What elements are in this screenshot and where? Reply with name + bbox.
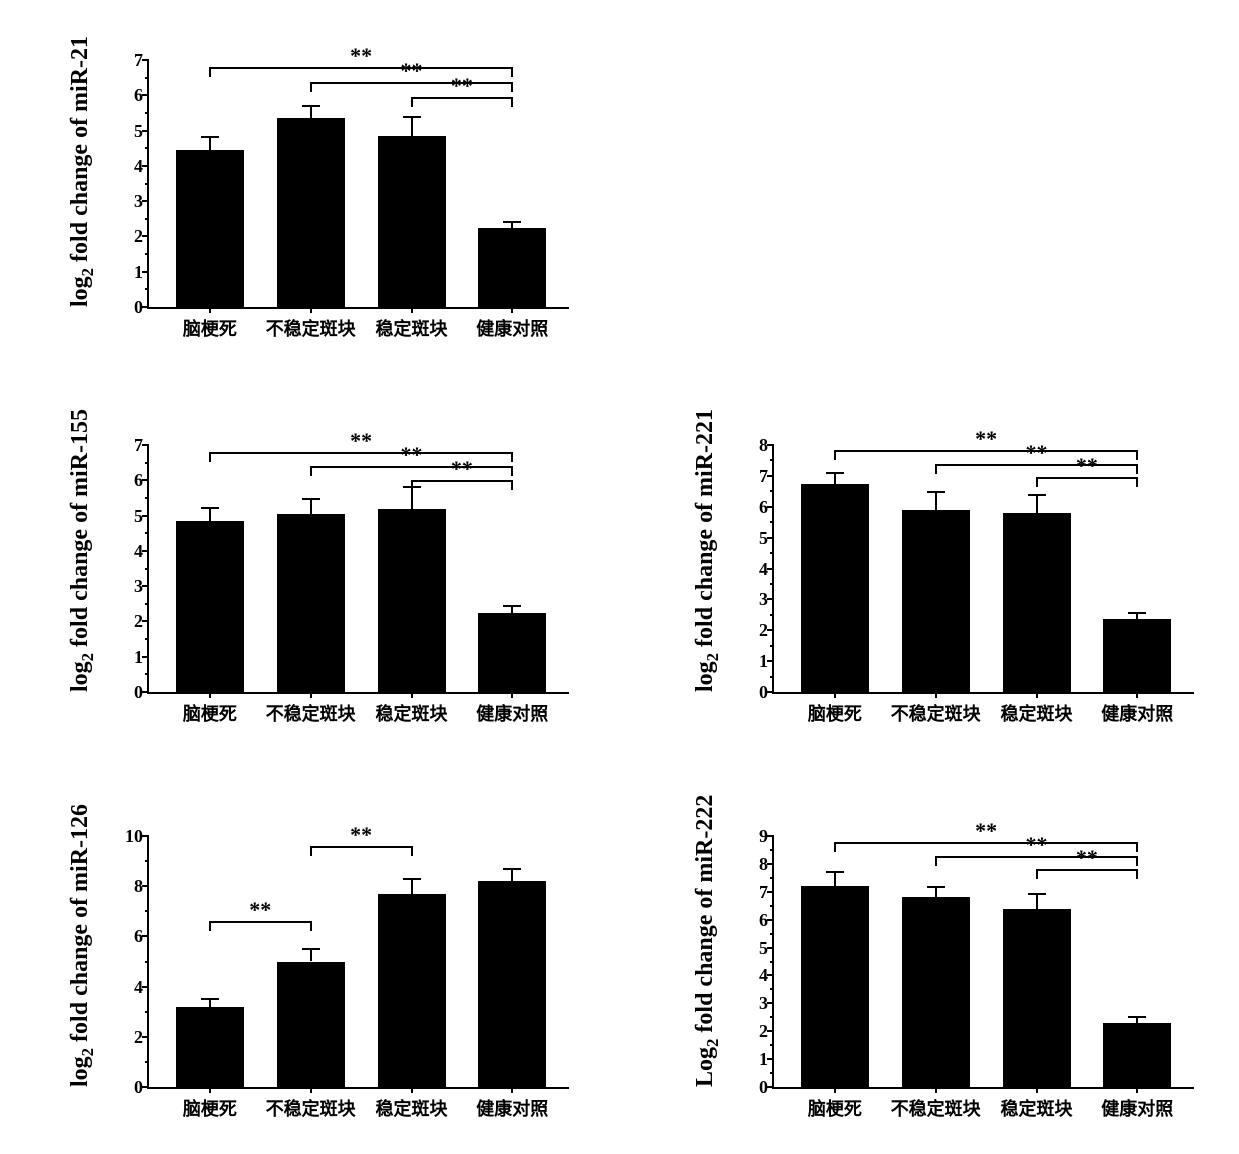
x-tick-label: 脑梗死 [808,700,862,726]
significance-label: ** [451,458,473,480]
x-tick-label: 脑梗死 [183,1095,237,1121]
y-tick-label: 7 [759,883,774,901]
y-tick-label: 1 [759,1050,774,1068]
x-tick-label: 不稳定斑块 [266,1095,356,1121]
y-tick-label: 6 [759,911,774,929]
y-tick-label: 0 [759,683,774,701]
y-tick-label: 5 [134,122,149,140]
x-tick-label: 健康对照 [1101,1095,1173,1121]
y-tick-label: 5 [759,939,774,957]
chart-panel-miR-126: log2 fold change of miR-126 0246810脑梗死不稳… [47,776,567,1121]
y-tick-label: 0 [134,683,149,701]
y-tick-label: 5 [759,529,774,547]
y-tick-label: 2 [134,1028,149,1046]
x-tick-label: 不稳定斑块 [266,700,356,726]
y-axis-label: log2 fold change of miR-221 [692,445,723,692]
x-tick-label: 健康对照 [476,1095,548,1121]
x-tick-label: 健康对照 [476,700,548,726]
y-tick-label: 7 [759,467,774,485]
y-axis-label: log2 fold change of miR-21 [67,60,98,307]
y-tick-label: 2 [134,612,149,630]
y-axis-label: log2 fold change of miR-155 [67,445,98,692]
significance-bracket: ** [774,836,1194,1087]
plot-area: 01234567脑梗死不稳定斑块稳定斑块健康对照****** [147,60,569,309]
significance-bracket: ** [774,445,1194,692]
chart-panel-miR-21: log2 fold change of miR-21 01234567脑梗死不稳… [47,6,567,341]
x-tick-label: 不稳定斑块 [891,700,981,726]
y-tick-label: 8 [759,436,774,454]
y-tick-label: 5 [134,507,149,525]
x-tick-label: 稳定斑块 [1001,700,1073,726]
plot-area: 01234567脑梗死不稳定斑块稳定斑块健康对照****** [147,445,569,694]
y-tick-label: 7 [134,436,149,454]
y-tick-label: 0 [134,1078,149,1096]
significance-label: ** [1076,455,1098,477]
x-tick-label: 健康对照 [1101,700,1173,726]
y-tick-label: 2 [759,621,774,639]
x-tick-label: 稳定斑块 [1001,1095,1073,1121]
y-tick-label: 10 [125,827,149,845]
y-tick-label: 4 [759,560,774,578]
plot-area: 0123456789脑梗死不稳定斑块稳定斑块健康对照****** [772,836,1194,1089]
y-tick-label: 8 [759,855,774,873]
significance-bracket: ** [149,445,569,692]
x-tick-label: 稳定斑块 [376,315,448,341]
y-tick-label: 3 [759,994,774,1012]
y-tick-label: 1 [134,648,149,666]
y-tick-label: 0 [759,1078,774,1096]
y-tick-label: 6 [134,927,149,945]
y-tick-label: 3 [134,577,149,595]
y-tick-label: 4 [134,978,149,996]
plot-area: 0246810脑梗死不稳定斑块稳定斑块健康对照**** [147,836,569,1089]
y-tick-label: 2 [134,227,149,245]
x-tick-label: 稳定斑块 [376,700,448,726]
x-tick-label: 健康对照 [476,315,548,341]
chart-panel-miR-155: log2 fold change of miR-155 01234567脑梗死不… [47,391,567,726]
x-tick-label: 脑梗死 [183,315,237,341]
y-tick-label: 4 [134,157,149,175]
plot-area: 012345678脑梗死不稳定斑块稳定斑块健康对照****** [772,445,1194,694]
y-tick-label: 8 [134,877,149,895]
figure-page: log2 fold change of miR-21 01234567脑梗死不稳… [0,0,1239,1154]
y-axis-label: Log2 fold change of miR-222 [692,836,723,1087]
y-tick-label: 4 [759,966,774,984]
significance-bracket: ** [149,836,569,1087]
y-tick-label: 4 [134,542,149,560]
chart-panel-miR-221: log2 fold change of miR-221 012345678脑梗死… [672,391,1192,726]
y-tick-label: 3 [134,192,149,210]
x-tick-label: 不稳定斑块 [891,1095,981,1121]
chart-panel-miR-222: Log2 fold change of miR-222 0123456789脑梗… [672,776,1192,1121]
significance-bracket: ** [149,60,569,307]
x-tick-label: 脑梗死 [808,1095,862,1121]
y-tick-label: 0 [134,298,149,316]
x-tick-label: 稳定斑块 [376,1095,448,1121]
y-tick-label: 2 [759,1022,774,1040]
significance-label: ** [1076,847,1098,869]
y-tick-label: 1 [134,263,149,281]
y-tick-label: 3 [759,590,774,608]
y-axis-label: log2 fold change of miR-126 [67,836,98,1087]
significance-label: ** [249,899,271,921]
y-tick-label: 6 [134,86,149,104]
x-tick-label: 不稳定斑块 [266,315,356,341]
significance-label: ** [451,75,473,97]
y-tick-label: 6 [759,498,774,516]
y-tick-label: 7 [134,51,149,69]
y-tick-label: 1 [759,652,774,670]
y-tick-label: 9 [759,827,774,845]
x-tick-label: 脑梗死 [183,700,237,726]
y-tick-label: 6 [134,471,149,489]
